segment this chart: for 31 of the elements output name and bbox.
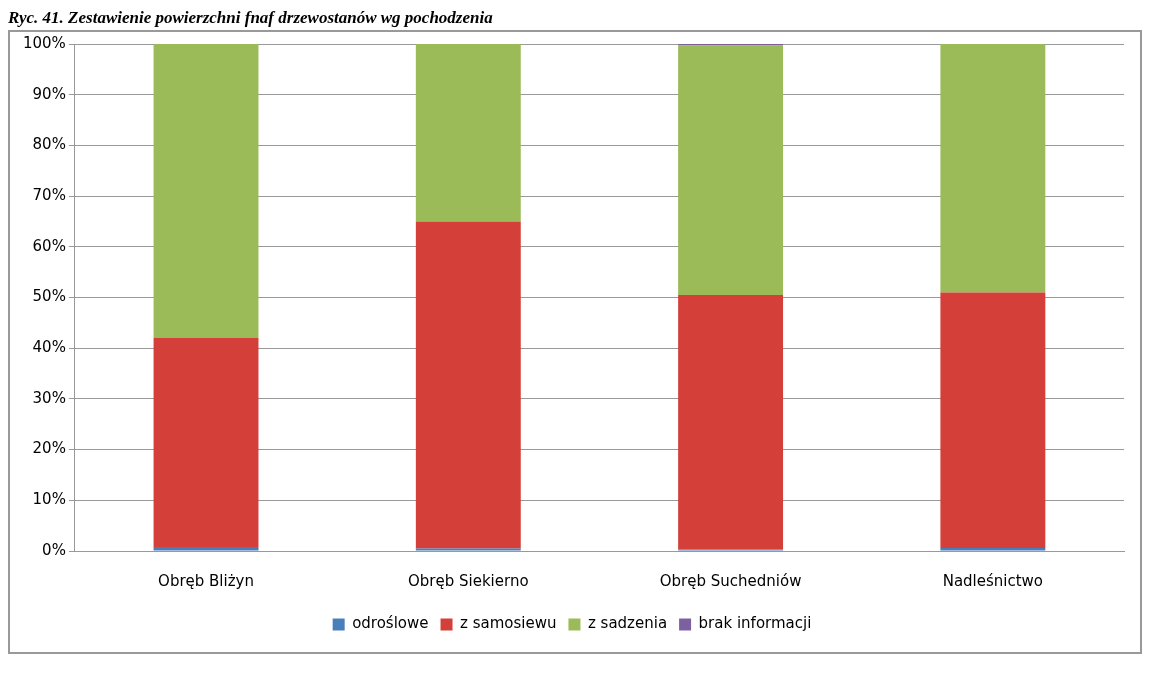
y-tick-label: 100% [22,33,66,52]
y-tick-label: 60% [32,236,66,255]
bar [153,338,259,547]
y-tick-label: 50% [32,287,66,306]
legend-label: z samosiewu [460,614,557,633]
y-tick-label: 40% [32,338,66,357]
bar [678,294,784,550]
legend-label: z sadzenia [587,614,668,633]
y-tick-label: 10% [32,490,66,509]
bar [153,546,259,551]
bar [940,547,1046,551]
bar [415,548,521,551]
x-tick-label: Obręb Bliżyn [158,571,254,590]
legend-label: odroślowe [352,614,429,633]
y-tick-label: 80% [32,135,66,154]
bar [678,45,784,295]
bar [415,221,521,549]
bar [940,44,1046,293]
y-tick-label: 30% [32,388,66,407]
bar [153,44,259,339]
y-tick-label: 0% [42,540,66,559]
chart-title: Ryc. 41. Zestawienie powierzchni fnaf drzewostanów wg pochodzenia [8,8,494,29]
y-tick-label: 70% [32,185,66,204]
bar [940,292,1046,548]
legend-label: brak informacji [698,614,812,633]
y-tick-label: 90% [32,84,66,103]
x-tick-label: Nadleśnictwo [942,571,1044,590]
y-tick-label: 20% [32,439,66,458]
x-tick-label: Obręb Siekierno [408,571,529,590]
bar [415,44,521,222]
x-tick-label: Obręb Suchedniów [659,571,802,590]
